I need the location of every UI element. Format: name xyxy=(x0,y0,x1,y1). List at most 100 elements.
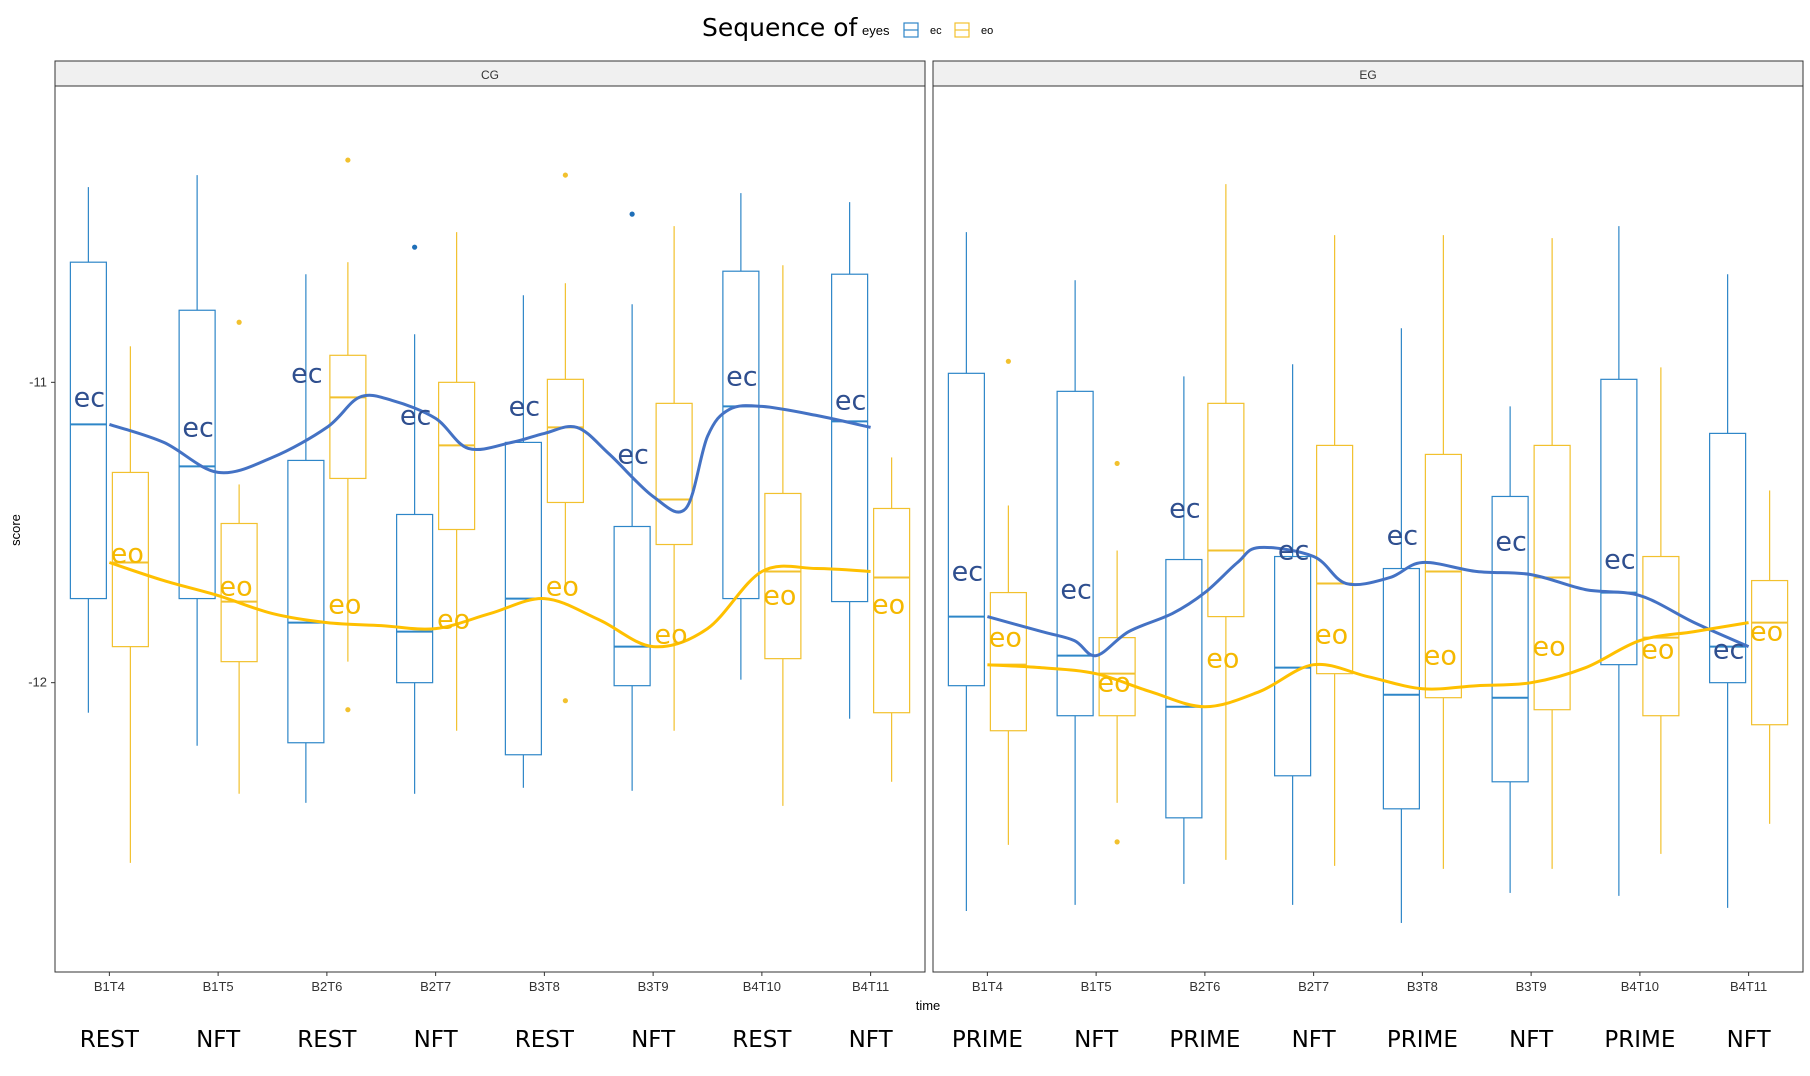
legend-key-ec[interactable]: ec xyxy=(903,22,942,38)
series-label-ec: ec xyxy=(400,400,431,431)
series-label-ec: ec xyxy=(952,557,983,588)
smooth-line-eo xyxy=(108,561,871,649)
phase-label: PRIME xyxy=(1604,1027,1675,1053)
box-ec-B3T9 xyxy=(1491,406,1529,893)
series-label-eo: eo xyxy=(220,572,253,603)
x-tick-label: B1T5 xyxy=(203,979,234,994)
series-label-ec: ec xyxy=(1495,527,1526,558)
series-label-ec: ec xyxy=(1169,493,1200,524)
box-eo-B2T7 xyxy=(438,232,476,731)
series-label-eo: eo xyxy=(872,590,905,621)
x-tick-label: B4T10 xyxy=(743,979,781,994)
box-iqr xyxy=(546,378,584,504)
x-tick-label: B1T5 xyxy=(1081,979,1112,994)
box-eo-B3T9 xyxy=(655,226,693,731)
series-label-eo: eo xyxy=(111,539,144,570)
y-tick-label: -12 xyxy=(28,675,47,690)
series-label-eo: eo xyxy=(1533,632,1566,663)
box-ec-B3T9 xyxy=(613,211,651,791)
box-ec-B1T4 xyxy=(69,187,107,713)
phase-label: REST xyxy=(515,1027,575,1053)
x-tick-label: B2T7 xyxy=(420,979,451,994)
phase-label: NFT xyxy=(1509,1027,1554,1053)
legend-label-eo: eo xyxy=(981,25,993,37)
series-label-eo: eo xyxy=(1315,620,1348,651)
phase-label: NFT xyxy=(196,1027,241,1053)
x-tick-label: B3T9 xyxy=(1516,979,1547,994)
phase-label: NFT xyxy=(849,1027,894,1053)
outlier-point xyxy=(236,319,242,325)
box-eo-B3T8 xyxy=(1424,235,1462,869)
box-iqr xyxy=(722,270,760,600)
box-iqr xyxy=(873,507,911,714)
box-eo-B1T4 xyxy=(111,346,149,863)
chart-header: Sequence of eyes ec eo xyxy=(702,13,993,42)
box-eo-B4T11 xyxy=(873,457,911,782)
series-label-eo: eo xyxy=(437,605,470,636)
x-tick-label: B3T8 xyxy=(529,979,560,994)
box-iqr xyxy=(438,381,476,531)
series-label-ec: ec xyxy=(835,385,866,416)
box-iqr xyxy=(1056,390,1094,717)
legend-label-ec: ec xyxy=(930,25,942,37)
x-tick-label: B4T10 xyxy=(1621,979,1659,994)
box-eo-B2T6 xyxy=(1207,184,1245,860)
x-axis-title: time xyxy=(916,998,941,1013)
box-ec-B1T5 xyxy=(1056,280,1094,905)
x-tick-label: B4T11 xyxy=(1730,979,1767,994)
series-label-ec: ec xyxy=(1713,635,1744,666)
y-axis-title: score xyxy=(8,514,23,546)
outlier-point xyxy=(345,157,351,163)
phase-label: REST xyxy=(297,1027,357,1053)
series-label-eo: eo xyxy=(1206,644,1239,675)
series-label-ec: ec xyxy=(726,361,757,392)
series-label-ec: ec xyxy=(74,382,105,413)
box-eo-B1T4 xyxy=(989,358,1027,845)
phase-label: PRIME xyxy=(1387,1027,1458,1053)
panel-strip-label: CG xyxy=(481,68,499,82)
x-tick-label: B3T8 xyxy=(1407,979,1438,994)
outlier-point xyxy=(412,244,418,250)
box-iqr xyxy=(329,354,367,480)
box-eo-B3T8 xyxy=(546,172,584,704)
box-ec-B1T5 xyxy=(178,175,216,746)
box-iqr xyxy=(989,591,1027,732)
phase-label: NFT xyxy=(1292,1027,1337,1053)
chart-title: Sequence of xyxy=(702,13,859,42)
box-iqr xyxy=(1424,453,1462,699)
box-iqr xyxy=(69,261,107,600)
series-label-eo: eo xyxy=(1641,635,1674,666)
x-tick-label: B2T6 xyxy=(311,979,342,994)
panel-cg: CG -11 -12 ec ec ec ec ec ec ec ec eo eo eo eo eo eo eo eo… xyxy=(28,60,926,1053)
box-iqr xyxy=(613,525,651,687)
box-iqr xyxy=(111,471,149,648)
box-eo-B4T11 xyxy=(1751,490,1789,824)
box-iqr xyxy=(1207,402,1245,618)
series-label-eo: eo xyxy=(989,623,1022,654)
phase-label: NFT xyxy=(631,1027,676,1053)
box-eo-B2T6 xyxy=(329,157,367,713)
box-iqr xyxy=(1491,495,1529,783)
box-eo-B4T10 xyxy=(1642,367,1680,854)
panel-strip-label: EG xyxy=(1359,68,1376,82)
outlier-point xyxy=(1005,358,1011,364)
smooth-line-ec xyxy=(108,393,871,514)
x-tick-label: B3T9 xyxy=(638,979,669,994)
phase-label: NFT xyxy=(1727,1027,1772,1053)
series-label-ec: ec xyxy=(509,391,540,422)
phase-label: REST xyxy=(80,1027,140,1053)
series-label-ec: ec xyxy=(291,358,322,389)
box-iqr xyxy=(396,513,434,684)
smooth-line-eo xyxy=(987,621,1749,709)
legend-key-eo[interactable]: eo xyxy=(954,22,993,38)
box-eo-B4T10 xyxy=(764,265,802,806)
outlier-point xyxy=(345,707,351,713)
series-label-ec: ec xyxy=(1060,575,1091,606)
box-iqr xyxy=(1600,378,1638,666)
smooth-line-ec xyxy=(986,545,1750,658)
series-label-eo: eo xyxy=(546,572,579,603)
series-label-eo: eo xyxy=(655,620,688,651)
outlier-point xyxy=(1114,460,1120,467)
series-label-ec: ec xyxy=(617,439,648,470)
